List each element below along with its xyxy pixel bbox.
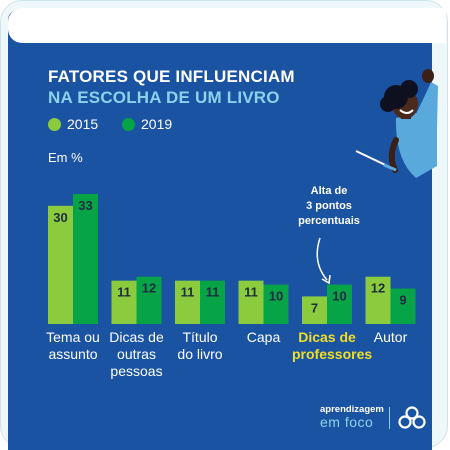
- brand: aprendizagem em foco: [320, 404, 384, 430]
- bar-value-label: 9: [399, 293, 406, 308]
- bar-2015-5: [365, 276, 391, 324]
- bar-value-label: 7: [311, 300, 318, 315]
- book-pages-strip: [8, 8, 446, 43]
- bar-2015-1: [111, 280, 137, 324]
- bar-2015-4: [302, 296, 327, 324]
- bar-value-label: 11: [117, 285, 131, 300]
- chart-title-line2: NA ESCOLHA DE UM LIVRO: [48, 88, 280, 107]
- legend-label-2019: 2019: [141, 116, 173, 132]
- legend-swatch-2019: [122, 118, 135, 131]
- bar-2015-0: [48, 205, 73, 324]
- unit-label: Em %: [48, 150, 83, 165]
- annotation-text: Alta de 3 pontos percentuais: [298, 185, 360, 227]
- bar-2019-1: [136, 276, 162, 324]
- bar-value-label: 10: [332, 289, 346, 304]
- bar-2019-2: [200, 280, 225, 324]
- bar-value-label: 12: [142, 281, 156, 296]
- chart-title-line1: FATORES QUE INFLUENCIAM: [48, 67, 295, 86]
- brand-divider: [389, 407, 390, 429]
- category-label: Tema ou assunto: [46, 329, 100, 362]
- bar-2015-3: [238, 280, 264, 324]
- annotation-arrow: [316, 237, 328, 281]
- bar-value-label: 11: [181, 285, 195, 300]
- category-label: Autor: [373, 329, 408, 345]
- legend-label-2015: 2015: [67, 116, 99, 132]
- bar-2019-5: [390, 288, 416, 324]
- brand-logo-icon: [398, 406, 426, 429]
- bar-value-label: 12: [371, 281, 385, 296]
- bar-2019-4: [327, 284, 352, 324]
- bar-value-label: 30: [53, 210, 67, 225]
- bar-2019-0: [73, 194, 98, 324]
- bar-2019-3: [263, 284, 289, 324]
- annotation-arrowhead: [321, 274, 331, 285]
- legend-swatch-2015: [48, 118, 61, 131]
- category-label: Título do livro: [177, 329, 223, 362]
- person-illustration: [355, 69, 438, 178]
- bar-value-label: 11: [206, 285, 220, 300]
- brand-line1: aprendizagem: [320, 404, 384, 415]
- bar-value-label: 33: [78, 198, 92, 213]
- category-label: Dicas de outras pessoas: [109, 329, 164, 379]
- bar-value-label: 10: [269, 289, 283, 304]
- category-label: Dicas de professores: [292, 329, 373, 362]
- legend-item-2019: 2019: [122, 116, 172, 132]
- legend-item-2015: 2015: [48, 116, 98, 132]
- brand-line2: em foco: [320, 414, 374, 430]
- bar-2015-2: [175, 280, 200, 324]
- bar-value-label: 11: [244, 285, 258, 300]
- category-label: Capa: [246, 329, 281, 345]
